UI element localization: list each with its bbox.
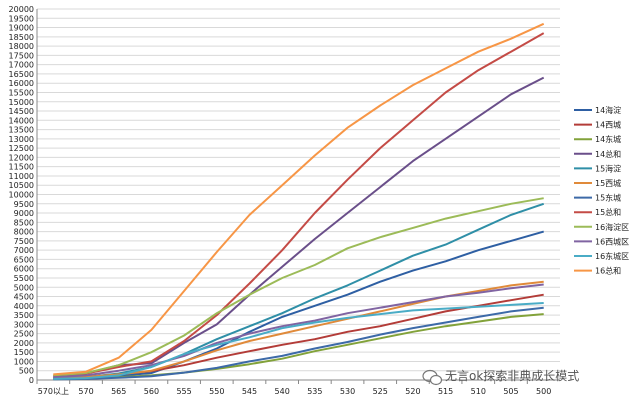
y-tick-label: 3500	[14, 311, 34, 320]
x-tick-labels: 570以上 570 565 560 555 550 545 540 535 530 525 520 51…	[38, 387, 552, 396]
y-tick-label: 5500	[14, 274, 34, 283]
watermark-text: 无言ok探索非典成长模式	[445, 369, 579, 383]
y-tick-label: 3000	[14, 320, 34, 329]
y-tick-label: 4500	[14, 293, 34, 302]
y-tick-label: 8500	[14, 218, 34, 227]
y-tick-label: 19000	[9, 24, 34, 33]
y-tick-label: 18500	[9, 33, 34, 42]
y-tick-label: 4000	[14, 302, 34, 311]
y-tick-label: 0	[29, 376, 34, 385]
series-line-10	[53, 283, 544, 379]
y-tick-label: 11000	[9, 172, 34, 181]
legend-label: 15总和	[595, 207, 621, 217]
y-tick-label: 1000	[14, 357, 34, 366]
series-line-11	[53, 302, 544, 380]
series-line-4	[53, 76, 545, 378]
y-tick-label: 15000	[9, 98, 34, 107]
x-tick-label: 535	[307, 387, 322, 396]
y-tick-label: 2500	[14, 330, 34, 339]
y-tick-label: 9000	[14, 209, 34, 218]
y-tick-label: 7500	[14, 237, 34, 246]
x-tick-label: 530	[340, 387, 355, 396]
y-tick-label: 5000	[14, 283, 34, 292]
legend-label: 15海淀	[595, 163, 621, 173]
legend-label: 16西城区	[595, 237, 629, 246]
series-line-7	[53, 306, 544, 381]
y-tick-label: 16000	[9, 79, 34, 88]
y-tick-label: 15500	[9, 88, 34, 97]
x-tick-label: 515	[438, 387, 453, 396]
legend-label: 14西城	[595, 121, 621, 130]
y-tick-label: 12000	[9, 153, 34, 162]
y-tick-labels: 0500100015002000250030003500400045005000…	[9, 5, 34, 385]
x-tick-label: 560	[144, 387, 159, 396]
x-tick-label: 520	[405, 387, 420, 396]
y-tick-label: 8000	[14, 228, 34, 237]
series-line-9	[53, 197, 544, 377]
grid-lines	[37, 8, 560, 372]
legend: 14海淀 14西城 14东城 14总和 15海淀 15西城 15东城 15总和 16海淀区 16西…	[574, 105, 629, 276]
x-tick-label: 570	[78, 387, 93, 396]
series-line-1	[53, 230, 544, 380]
y-tick-label: 9500	[14, 200, 34, 209]
x-tick-label: 570以上	[38, 387, 69, 396]
watermark: 无言ok探索非典成长模式	[422, 369, 579, 386]
y-tick-label: 19500	[9, 14, 34, 23]
y-tick-label: 14000	[9, 116, 34, 125]
x-tick-label: 545	[242, 387, 257, 396]
y-tick-label: 10000	[9, 191, 34, 200]
legend-label: 14东城	[595, 134, 621, 144]
x-tick-label: 500	[536, 387, 551, 396]
x-tick-label: 550	[209, 387, 224, 396]
wechat-icon	[422, 369, 443, 386]
x-tick-label: 525	[373, 387, 388, 396]
y-tick-label: 17500	[9, 51, 34, 60]
y-tick-label: 13500	[9, 126, 34, 135]
y-tick-label: 18000	[9, 42, 34, 51]
axes	[36, 9, 560, 384]
series-line-12	[53, 22, 545, 376]
y-tick-label: 10500	[9, 181, 34, 190]
legend-label: 16东城区	[595, 251, 629, 261]
legend-label: 14总和	[595, 149, 621, 159]
x-tick-label: 505	[503, 387, 518, 396]
series-line-8	[53, 32, 545, 378]
x-tick-label: 565	[111, 387, 126, 396]
y-tick-label: 20000	[9, 5, 34, 14]
y-tick-label: 6000	[14, 265, 34, 274]
y-tick-label: 14500	[9, 107, 34, 116]
y-tick-label: 500	[19, 367, 34, 376]
y-tick-label: 11500	[9, 163, 34, 172]
y-tick-label: 7000	[14, 246, 34, 255]
x-tick-label: 540	[275, 387, 290, 396]
y-tick-label: 12500	[9, 144, 34, 153]
legend-label: 15西城	[595, 179, 621, 188]
legend-label: 15东城	[595, 193, 621, 203]
y-tick-label: 17000	[9, 61, 34, 70]
y-tick-label: 2000	[14, 339, 34, 348]
legend-label: 14海淀	[595, 105, 621, 115]
x-tick-label: 510	[471, 387, 486, 396]
legend-label: 16总和	[595, 266, 621, 276]
legend-label: 16海淀区	[595, 222, 629, 232]
y-tick-label: 6500	[14, 255, 34, 264]
series-lines	[53, 22, 545, 381]
y-tick-label: 1500	[14, 348, 34, 357]
y-tick-label: 13000	[9, 135, 34, 144]
x-tick-label: 555	[176, 387, 191, 396]
y-tick-label: 16500	[9, 70, 34, 79]
